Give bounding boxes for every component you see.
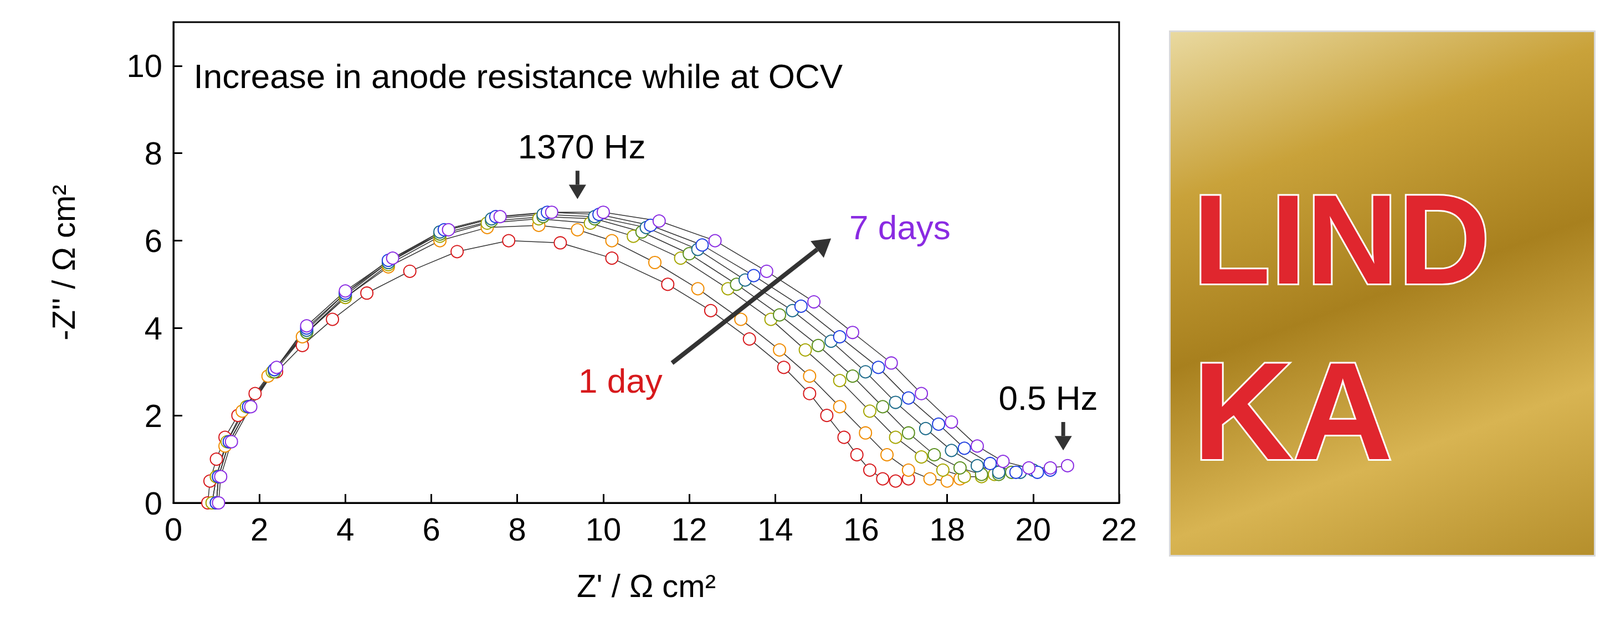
svg-text:7 days: 7 days [849,208,951,247]
svg-text:18: 18 [929,511,966,548]
svg-text:10: 10 [126,47,163,84]
html-text:KA: KA [1192,334,1393,489]
svg-text:6: 6 [144,222,163,259]
svg-text:2: 2 [250,511,269,548]
svg-text:22: 22 [1101,511,1138,548]
svg-text:10: 10 [585,511,622,548]
svg-text:1 day: 1 day [578,361,663,400]
svg-text:4: 4 [336,511,355,548]
svg-text:20: 20 [1015,511,1052,548]
svg-text:8: 8 [144,135,163,172]
svg-text:Increase in anode resistance w: Increase in anode resistance while at OC… [193,57,843,96]
svg-text:Z' / Ω cm²: Z' / Ω cm² [576,567,716,604]
svg-text:14: 14 [757,511,794,548]
svg-text:12: 12 [671,511,708,548]
svg-text:16: 16 [843,511,880,548]
svg-text:-Z'' / Ω cm²: -Z'' / Ω cm² [45,184,82,341]
svg-text:6: 6 [422,511,440,548]
svg-text:0: 0 [164,511,183,548]
svg-text:4: 4 [144,310,163,347]
svg-text:1370 Hz: 1370 Hz [518,127,646,166]
html-text:LIND: LIND [1192,168,1491,311]
svg-text:8: 8 [508,511,527,548]
svg-text:2: 2 [144,397,163,434]
svg-text:0: 0 [144,485,163,522]
svg-text:0.5 Hz: 0.5 Hz [998,378,1098,418]
